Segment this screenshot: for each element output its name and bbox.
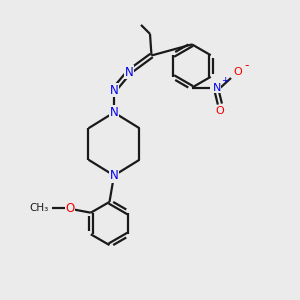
Text: N: N [110,106,118,119]
Text: N: N [212,82,221,93]
Text: O: O [233,67,242,77]
Text: N: N [110,83,118,97]
Text: N: N [110,169,118,182]
Text: +: + [221,76,229,85]
Text: O: O [65,202,74,215]
Text: O: O [215,106,224,116]
Text: CH₃: CH₃ [30,203,49,213]
Text: N: N [124,65,134,79]
Text: -: - [244,59,249,72]
